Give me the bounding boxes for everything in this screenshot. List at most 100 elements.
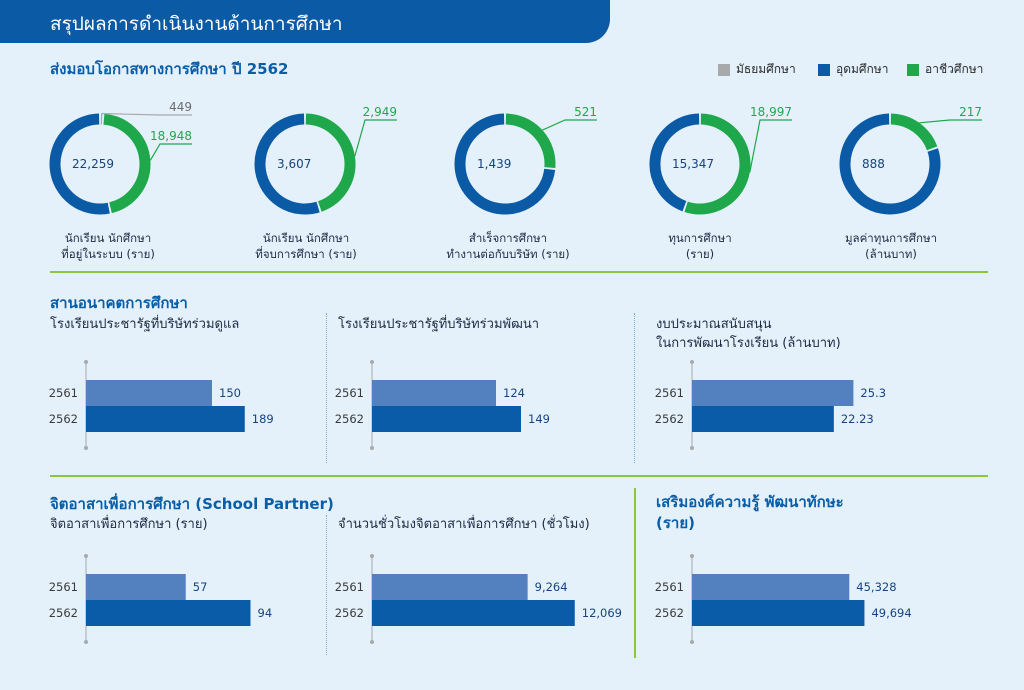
bar-axis-cap xyxy=(690,446,694,450)
donut-leader-line xyxy=(749,119,792,173)
legend-item-vocational: อาชีวศึกษา xyxy=(907,60,983,79)
legend-label-secondary: มัธยมศึกษา xyxy=(736,62,796,76)
section-divider-dotted xyxy=(634,313,635,463)
donut-value-label: 888 xyxy=(862,157,885,171)
bar xyxy=(372,600,575,626)
bar xyxy=(692,574,850,600)
donut-value-label: 15,347 xyxy=(672,157,714,171)
bar-value-label: 189 xyxy=(252,412,274,426)
bar-value-label: 150 xyxy=(219,386,241,400)
bar-category-label: 2561 xyxy=(335,386,364,400)
bar-category-label: 2561 xyxy=(49,386,78,400)
bar xyxy=(372,406,521,432)
bar-category-label: 2561 xyxy=(49,580,78,594)
divider-middle xyxy=(50,475,988,477)
legend-item-secondary: มัธยมศึกษา xyxy=(718,60,796,79)
donut-value-label: 217 xyxy=(959,105,982,119)
bar-axis-cap xyxy=(690,554,694,558)
bar-value-label: 45,328 xyxy=(856,580,896,594)
bar-title-line: โรงเรียนประชารัฐที่บริษัทร่วมพัฒนา xyxy=(338,317,540,332)
donut-value-label: 1,439 xyxy=(477,157,511,171)
bar xyxy=(692,406,834,432)
bar-title-line: จำนวนชั่วโมงจิตอาสาเพื่อการศึกษา (ชั่วโม… xyxy=(338,517,590,532)
donut-slice xyxy=(505,113,556,168)
legend-label-higher: อุดมศึกษา xyxy=(836,62,889,76)
donut-label-line: มูลค่าทุนการศึกษา xyxy=(844,231,938,245)
bar-category-label: 2561 xyxy=(655,386,684,400)
bar-title-line: ในการพัฒนาโรงเรียน (ล้านบาท) xyxy=(656,336,841,351)
partner-title: จิตอาสาเพื่อการศึกษา (School Partner) xyxy=(50,495,334,513)
donut-value-label: 22,259 xyxy=(72,157,114,171)
bar-value-label: 12,069 xyxy=(582,606,622,620)
divider-top xyxy=(50,271,988,273)
donut-value-label: 18,948 xyxy=(150,129,192,143)
bar xyxy=(692,380,854,406)
bar-title-school-develop: โรงเรียนประชารัฐที่บริษัทร่วมพัฒนา xyxy=(338,315,539,334)
donut-label-line: ที่อยู่ในระบบ (ราย) xyxy=(61,247,155,261)
donut-slice xyxy=(684,113,751,215)
donut-label-scholarship-value: มูลค่าทุนการศึกษา (ล้านบาท) xyxy=(821,230,961,262)
donut-slice xyxy=(454,113,556,215)
skills-title-line: (ราย) xyxy=(656,514,695,532)
legend-swatch-secondary xyxy=(718,63,730,76)
donut-label-scholarships: ทุนการศึกษา (ราย) xyxy=(630,230,770,262)
donut-value-label: 18,997 xyxy=(750,105,792,119)
bar-title-budget: งบประมาณสนับสนุน ในการพัฒนาโรงเรียน (ล้า… xyxy=(656,315,841,353)
donut-value-label: 449 xyxy=(169,100,192,114)
bar-axis-cap xyxy=(690,640,694,644)
bar-category-label: 2562 xyxy=(655,606,684,620)
donut-label-students: นักเรียน นักศึกษา ที่อยู่ในระบบ (ราย) xyxy=(38,230,178,262)
donut-label-line: (ราย) xyxy=(685,247,715,261)
bar-value-label: 9,264 xyxy=(535,580,568,594)
bar-category-label: 2562 xyxy=(655,412,684,426)
bar xyxy=(86,380,212,406)
donut-label-line: (ล้านบาท) xyxy=(865,247,917,261)
donut-label-employed: สำเร็จการศึกษา ทำงานต่อกับบริษัท (ราย) xyxy=(428,230,588,262)
page-title: สรุปผลการดำเนินงานด้านการศึกษา xyxy=(50,13,343,35)
donut-label-graduates: นักเรียน นักศึกษา ที่จบการศึกษา (ราย) xyxy=(236,230,376,262)
bar-axis-cap xyxy=(84,446,88,450)
donut-label-line: ที่จบการศึกษา (ราย) xyxy=(255,247,357,261)
donut-leader-line xyxy=(101,112,192,116)
donut-label-line: ทำงานต่อกับบริษัท (ราย) xyxy=(446,247,570,261)
bar-title-line: โรงเรียนประชารัฐที่บริษัทร่วมดูแล xyxy=(50,317,240,332)
donut-label-line: สำเร็จการศึกษา xyxy=(468,231,548,245)
donut-leader-line xyxy=(354,119,397,157)
donut-label-line: นักเรียน นักศึกษา xyxy=(262,231,350,245)
bar-axis-cap xyxy=(370,446,374,450)
legend-item-higher: อุดมศึกษา xyxy=(818,60,888,79)
bar xyxy=(86,600,251,626)
bar-axis-cap xyxy=(84,554,88,558)
skills-title-line: เสริมองค์ความรู้ พัฒนาทักษะ xyxy=(656,493,844,511)
section-divider-dotted xyxy=(326,515,327,655)
donut-slice xyxy=(305,113,356,212)
donut-leader-line xyxy=(542,119,597,131)
bar-axis-cap xyxy=(370,360,374,364)
bar-value-label: 124 xyxy=(503,386,525,400)
section-divider-dotted xyxy=(326,313,327,463)
bar-category-label: 2562 xyxy=(335,606,364,620)
bar xyxy=(692,600,865,626)
bar-category-label: 2561 xyxy=(655,580,684,594)
bar-axis-cap xyxy=(370,640,374,644)
bar xyxy=(86,406,245,432)
bar-axis-cap xyxy=(84,360,88,364)
donut-slice xyxy=(839,113,941,215)
donut-slice xyxy=(890,113,938,151)
bar-axis-cap xyxy=(690,360,694,364)
bar-category-label: 2562 xyxy=(335,412,364,426)
bar-title-line: งบประมาณสนับสนุน xyxy=(656,317,772,332)
legend-swatch-vocational xyxy=(907,63,919,76)
bar xyxy=(372,574,528,600)
donut-value-label: 2,949 xyxy=(363,105,397,119)
bar-value-label: 57 xyxy=(193,580,208,594)
bar-title-school-care: โรงเรียนประชารัฐที่บริษัทร่วมดูแล xyxy=(50,315,239,334)
bar-value-label: 94 xyxy=(258,606,273,620)
bar-title-line: จิตอาสาเพื่อการศึกษา (ราย) xyxy=(50,517,208,532)
bar-category-label: 2561 xyxy=(335,580,364,594)
donut-slice xyxy=(49,113,110,215)
donut-slice xyxy=(649,113,700,212)
bar-value-label: 22.23 xyxy=(841,412,874,426)
donut-value-label: 521 xyxy=(574,105,597,119)
